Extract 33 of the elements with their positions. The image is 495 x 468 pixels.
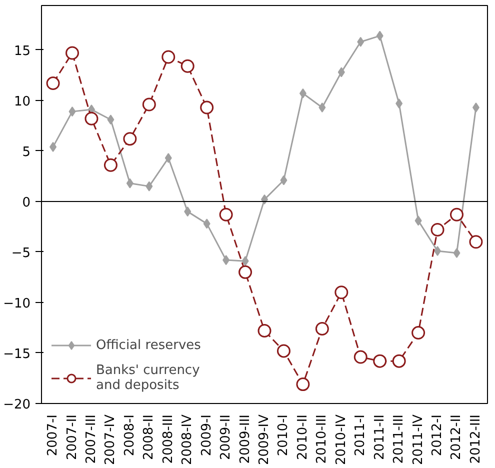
x-tick-label: 2008-IV	[180, 414, 196, 465]
y-tick-label: 15	[14, 44, 31, 59]
x-tick-label: 2007-III	[84, 414, 99, 464]
y-tick-label: 5	[22, 144, 31, 160]
x-tick-label: 2011-II	[372, 414, 388, 460]
x-tick-label: 2007-IV	[103, 414, 118, 465]
legend-label: Banks' currency and deposits	[96, 363, 200, 393]
x-tick-label: 2009-IV	[257, 414, 272, 465]
x-tick-label: 2007-I	[46, 414, 61, 456]
y-tick-label: 10	[14, 94, 31, 110]
x-tick-label: 2010-IV	[334, 414, 349, 465]
x-tick-label: 2011-IV	[410, 414, 426, 465]
x-tick-label: 2011-I	[353, 414, 368, 456]
x-tick-label: 2008-II	[142, 414, 157, 460]
legend-label: Official reserves	[96, 338, 201, 352]
x-tick-label: 2007-II	[64, 414, 80, 460]
x-tick-label: 2012-III	[468, 414, 484, 464]
y-tick-label: −10	[3, 296, 31, 312]
x-tick-label: 2010-II	[295, 414, 310, 460]
x-tick-label: 2008-I	[122, 414, 138, 456]
x-tick-label: 2009-II	[218, 414, 234, 460]
y-tick-label: −15	[3, 346, 31, 362]
x-tick-label: 2011-III	[392, 414, 407, 464]
x-tick-label: 2010-I	[276, 414, 292, 456]
y-tick-label: −5	[11, 246, 31, 261]
x-tick-label: 2010-III	[314, 414, 330, 464]
x-tick-label: 2009-III	[238, 414, 253, 464]
y-tick-label: 0	[22, 195, 31, 210]
x-tick-label: 2008-III	[160, 414, 176, 464]
x-tick-label: 2009-I	[199, 414, 214, 456]
y-tick-label: −20	[3, 398, 31, 412]
x-tick-label: 2012-II	[449, 414, 464, 460]
x-tick-label: 2012-I	[430, 414, 446, 456]
